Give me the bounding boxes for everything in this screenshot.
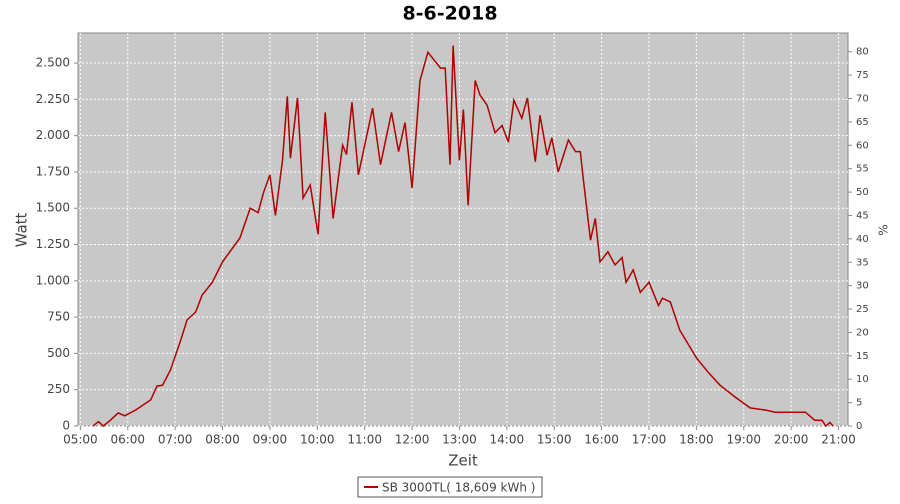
y2-tick-label: 15	[856, 351, 869, 362]
y-tick-label: 500	[47, 346, 70, 360]
y-tick-label: 250	[47, 382, 70, 396]
y2-tick-label: 55	[856, 164, 869, 175]
chart-title: 8-6-2018	[402, 3, 497, 25]
y-tick-label: 2.500	[36, 56, 70, 70]
x-tick-label: 11:00	[347, 433, 382, 447]
y2-tick-label: 70	[856, 94, 869, 105]
y-tick-label: 2.250	[36, 92, 70, 106]
y2-axis-label: %	[877, 224, 891, 235]
y2-tick-label: 40	[856, 234, 869, 245]
plot-area	[77, 32, 849, 427]
legend	[357, 476, 543, 498]
x-tick-label: 20:00	[774, 433, 809, 447]
y2-tick-label: 45	[856, 210, 869, 221]
x-tick-label: 06:00	[110, 433, 145, 447]
x-tick-label: 05:00	[63, 433, 98, 447]
y2-tick-label: 75	[856, 70, 869, 81]
y2-tick-label: 30	[856, 281, 869, 292]
x-tick-label: 13:00	[442, 433, 477, 447]
y2-tick-label: 10	[856, 374, 869, 385]
x-tick-label: 10:00	[300, 433, 335, 447]
x-axis-label: Zeit	[448, 452, 478, 470]
y-axis-label: Watt	[13, 212, 31, 247]
x-tick-label: 12:00	[395, 433, 430, 447]
y2-tick-label: 65	[856, 117, 869, 128]
x-tick-label: 08:00	[205, 433, 240, 447]
y-tick-label: 0	[62, 419, 70, 433]
y-tick-label: 1.250	[36, 237, 70, 251]
x-tick-label: 16:00	[584, 433, 619, 447]
y2-tick-label: 5	[856, 398, 862, 409]
x-tick-label: 07:00	[158, 433, 193, 447]
x-tick-label: 15:00	[537, 433, 572, 447]
x-tick-label: 19:00	[726, 433, 761, 447]
y2-tick-label: 20	[856, 327, 869, 338]
y2-tick-label: 35	[856, 257, 869, 268]
y2-tick-label: 80	[856, 47, 869, 58]
y2-tick-label: 60	[856, 140, 869, 151]
series-line	[92, 45, 834, 428]
x-tick-label: 21:00	[821, 433, 856, 447]
x-tick-label: 09:00	[253, 433, 288, 447]
y-tick-label: 1.000	[36, 273, 70, 287]
y-tick-label: 2.000	[36, 128, 70, 142]
y2-tick-label: 0	[856, 421, 862, 432]
y-tick-label: 1.750	[36, 164, 70, 178]
x-tick-label: 17:00	[632, 433, 667, 447]
legend-label: SB 3000TL( 18,609 kWh )	[382, 481, 535, 495]
x-tick-label: 18:00	[679, 433, 714, 447]
y-tick-label: 1.500	[36, 201, 70, 215]
y-tick-label: 750	[47, 310, 70, 324]
y2-tick-label: 25	[856, 304, 869, 315]
y2-tick-label: 50	[856, 187, 869, 198]
x-tick-label: 14:00	[490, 433, 525, 447]
